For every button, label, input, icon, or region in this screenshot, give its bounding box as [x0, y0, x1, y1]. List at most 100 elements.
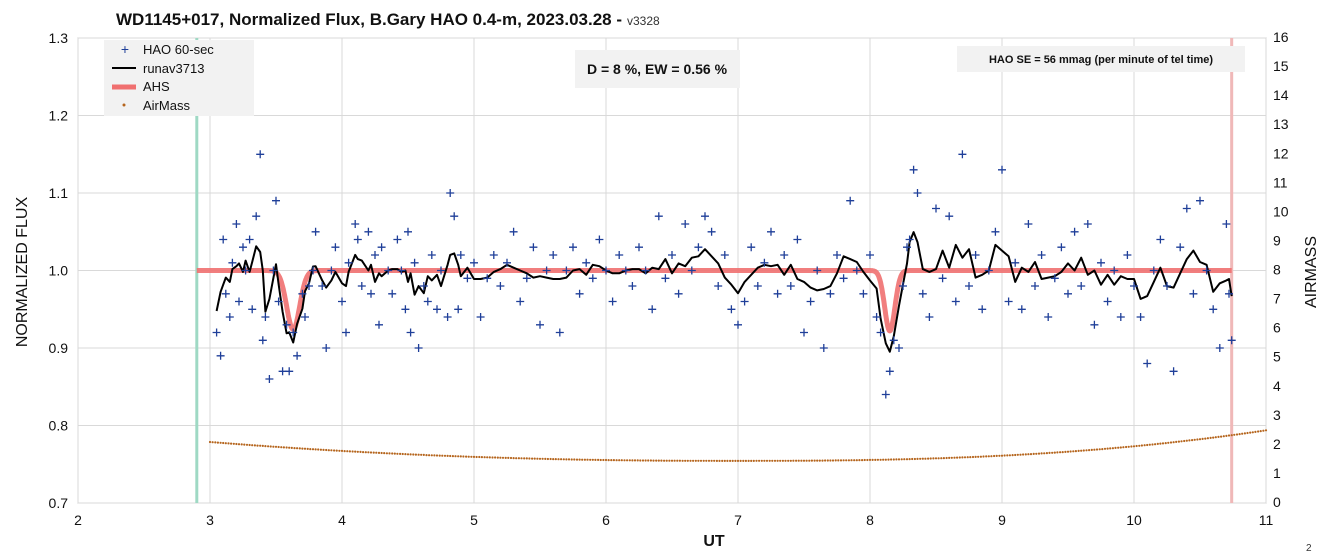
hao-point — [338, 297, 346, 306]
airmass-point — [734, 459, 737, 462]
airmass-point — [826, 459, 829, 462]
airmass-point — [1003, 454, 1006, 457]
airmass-point — [866, 458, 869, 462]
airmass-point — [441, 454, 444, 457]
airmass-point — [399, 452, 402, 455]
airmass-point — [319, 448, 322, 451]
airmass-point — [993, 454, 996, 458]
airmass-point — [760, 459, 763, 462]
airmass-point — [1143, 444, 1146, 447]
airmass-point — [1196, 438, 1199, 441]
airmass-point — [773, 459, 777, 462]
hao-point — [476, 313, 485, 321]
airmass-point — [842, 459, 845, 462]
airmass-point — [351, 450, 354, 453]
hao-point — [248, 305, 257, 314]
airmass-point — [288, 446, 291, 449]
hao-point — [274, 297, 283, 306]
airmass-point — [459, 455, 462, 458]
hao-point — [406, 328, 415, 337]
chart-version: v3328 — [627, 14, 660, 28]
hao-point — [938, 274, 947, 283]
airmass-point — [507, 456, 510, 459]
airmass-point — [1167, 441, 1170, 444]
airmass-point — [681, 459, 684, 462]
y-right-tick-label: 3 — [1273, 407, 1281, 423]
airmass-point — [808, 459, 811, 462]
airmass-point — [908, 458, 911, 461]
hao-point — [582, 258, 591, 267]
airmass-point — [309, 448, 312, 451]
airmass-point — [280, 446, 283, 449]
airmass-point — [610, 459, 613, 462]
airmass-point — [1088, 449, 1091, 452]
airmass-point — [739, 459, 742, 462]
airmass-point — [813, 459, 816, 462]
airmass-point — [1206, 437, 1209, 440]
airmass-point — [1214, 436, 1217, 439]
airmass-point — [1122, 446, 1125, 449]
airmass-point — [531, 457, 534, 460]
legend-label-airmass: AirMass — [143, 98, 190, 113]
airmass-point — [293, 447, 296, 450]
hao-point — [1044, 313, 1053, 321]
airmass-point — [652, 459, 655, 462]
airmass-point — [816, 459, 819, 462]
hao-point — [322, 344, 331, 352]
airmass-point — [924, 457, 927, 460]
airmass-point — [1127, 445, 1130, 448]
airmass-point — [929, 457, 932, 460]
airmass-point — [240, 443, 243, 446]
airmass-point — [953, 456, 956, 459]
airmass-point — [224, 442, 227, 445]
hao-point — [285, 367, 294, 376]
hao-point — [258, 336, 267, 345]
hao-point — [602, 266, 610, 275]
hao-point — [245, 235, 254, 244]
hao-point — [232, 220, 241, 228]
hao-point — [555, 328, 564, 337]
hao-point — [1004, 297, 1013, 306]
hao-point — [833, 251, 841, 259]
airmass-point — [1109, 447, 1112, 450]
airmass-point — [599, 458, 602, 462]
hao-point — [1110, 266, 1119, 275]
hao-point — [965, 282, 973, 290]
hao-point — [951, 297, 960, 306]
airmass-point — [995, 454, 998, 457]
airmass-point — [478, 455, 481, 459]
legend-label-hao: HAO 60-sec — [143, 42, 214, 57]
airmass-point — [369, 451, 373, 454]
airmass-point — [871, 458, 874, 461]
y-right-tick-label: 16 — [1273, 29, 1289, 45]
airmass-point — [1111, 447, 1114, 450]
airmass-point — [256, 444, 259, 447]
airmass-point — [1220, 435, 1223, 438]
airmass-point — [945, 456, 948, 460]
hao-point — [212, 328, 221, 337]
hao-point — [905, 235, 914, 244]
airmass-point — [1024, 453, 1027, 456]
airmass-point — [641, 459, 645, 462]
hao-point — [595, 235, 604, 244]
hao-point — [1227, 336, 1236, 345]
airmass-point — [591, 458, 594, 461]
airmass-point — [829, 459, 832, 462]
airmass-point — [1238, 433, 1241, 436]
airmass-point — [1230, 434, 1233, 437]
depth-text: D = 8 %, EW = 0.56 % — [587, 61, 728, 77]
airmass-point — [1177, 440, 1180, 443]
airmass-point — [290, 446, 293, 449]
hao-point — [925, 313, 934, 321]
x-tick-label: 11 — [1259, 512, 1274, 528]
airmass-point — [858, 459, 861, 462]
x-tick-label: 7 — [734, 512, 742, 528]
airmass-point — [1188, 439, 1191, 442]
airmass-point — [1146, 443, 1149, 447]
airmass-point — [660, 459, 663, 462]
hao-point — [375, 320, 383, 329]
legend-label-ahs: AHS — [143, 79, 170, 94]
airmass-point — [285, 446, 288, 449]
airmass-point — [800, 459, 803, 462]
